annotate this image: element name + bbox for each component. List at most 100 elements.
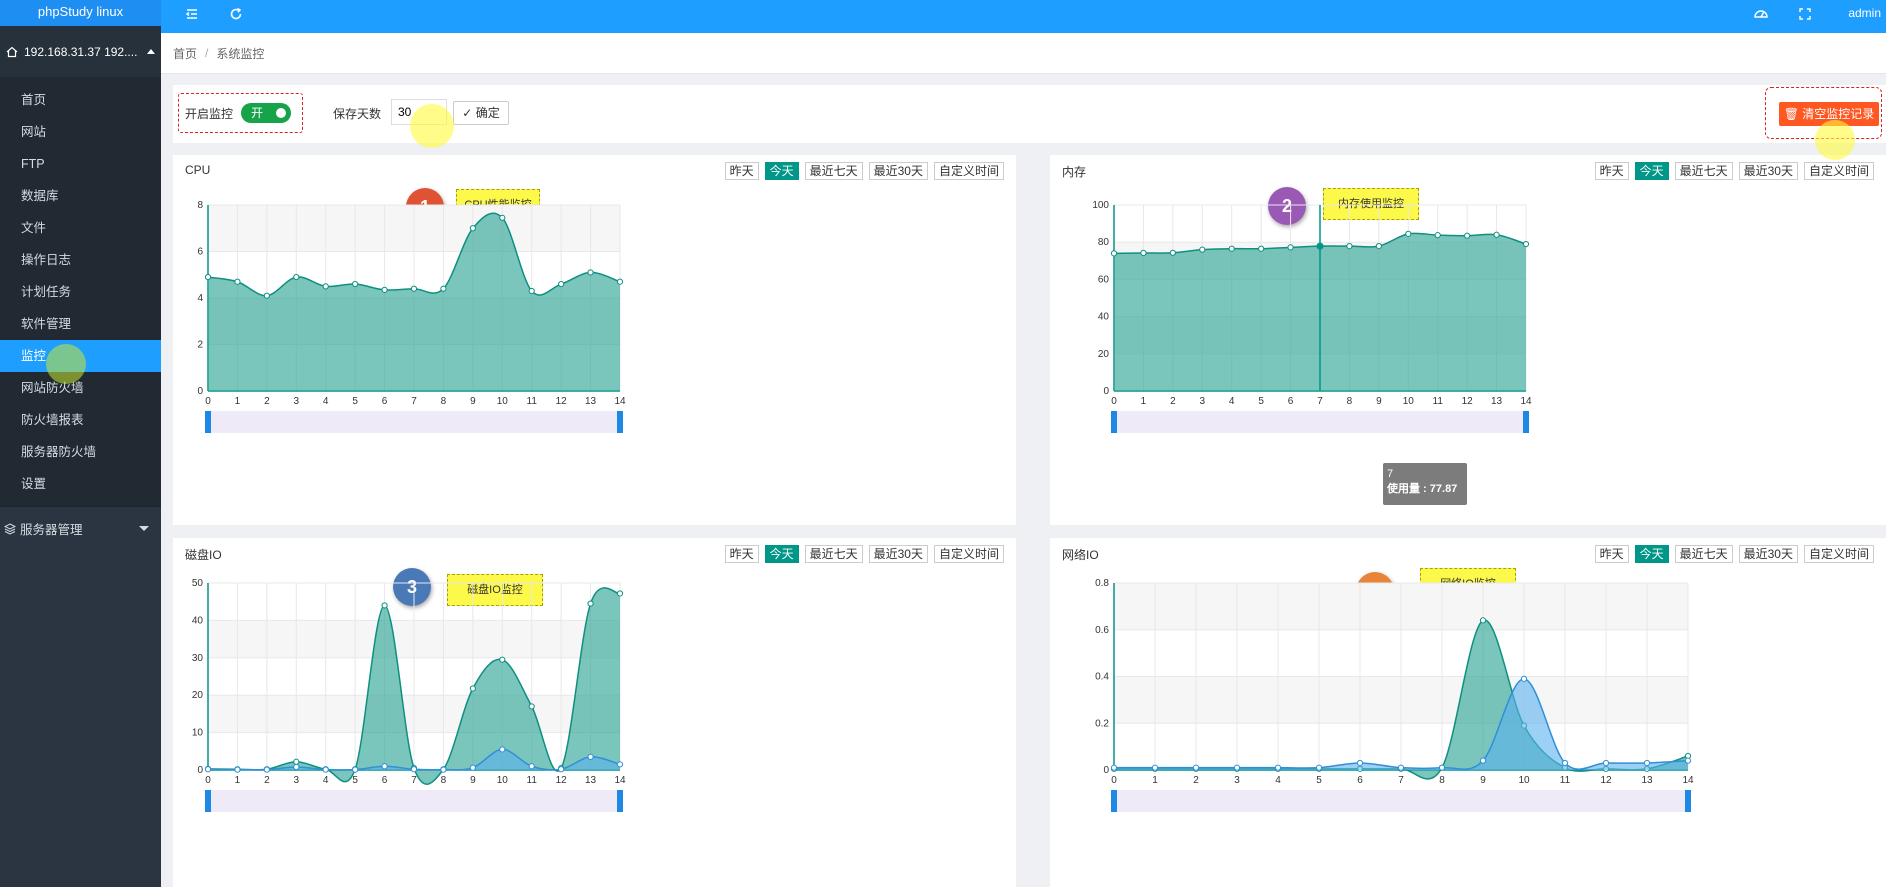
data-point — [1287, 244, 1294, 251]
x-tick-label: 1 — [1152, 775, 1158, 786]
range-custom[interactable]: 自定义时间 — [1803, 545, 1874, 563]
x-tick-label: 3 — [1200, 396, 1206, 407]
refresh-icon[interactable] — [228, 6, 244, 22]
nav-item-files[interactable]: 文件 — [21, 221, 47, 235]
data-point — [1479, 757, 1487, 764]
data-point — [1434, 232, 1441, 239]
x-tick-label: 0 — [205, 775, 211, 786]
dashboard-icon[interactable] — [1753, 6, 1769, 22]
y-tick-label: 20 — [192, 690, 204, 701]
nav-item-settings[interactable]: 设置 — [21, 477, 47, 491]
y-tick-label: 60 — [1098, 274, 1110, 285]
click-highlight — [46, 344, 86, 384]
nav-item-oplog[interactable]: 操作日志 — [21, 253, 72, 267]
nav-item-waf[interactable]: 网站防火墙 — [21, 381, 84, 395]
range-today[interactable]: 今天 — [1634, 162, 1669, 180]
x-tick-label: 2 — [1193, 775, 1199, 786]
zoom-handle-left — [1111, 790, 1117, 812]
range-yesterday[interactable]: 昨天 — [1594, 545, 1629, 563]
x-tick-label: 8 — [441, 775, 447, 786]
menu-fold-icon[interactable] — [184, 6, 200, 22]
range-30days[interactable]: 最近30天 — [868, 545, 928, 563]
range-30days[interactable]: 最近30天 — [868, 162, 928, 180]
x-tick-label: 14 — [1520, 396, 1532, 407]
y-tick-label: 10 — [192, 728, 204, 739]
y-tick-label: 80 — [1098, 237, 1110, 248]
chart-tooltip: 7 使用量 : 77.87 — [1383, 463, 1467, 505]
user-menu[interactable]: admin — [1848, 6, 1881, 20]
nav-item-software[interactable]: 软件管理 — [21, 317, 72, 331]
range-30days[interactable]: 最近30天 — [1738, 162, 1798, 180]
range-today[interactable]: 今天 — [1634, 545, 1669, 563]
zoom-handle-right — [617, 411, 623, 433]
range-selector: 昨天 今天 最近七天 最近30天 自定义时间 — [724, 162, 1004, 180]
range-7days[interactable]: 最近七天 — [1674, 162, 1733, 180]
data-point — [1375, 243, 1382, 250]
x-tick-label: 6 — [382, 775, 388, 786]
y-tick-label: 4 — [197, 293, 203, 304]
range-custom[interactable]: 自定义时间 — [933, 545, 1004, 563]
group-server-manage[interactable]: 服务器管理 — [0, 506, 161, 550]
x-tick-label: 12 — [556, 775, 568, 786]
data-point — [204, 766, 212, 773]
data-point — [381, 763, 388, 770]
fullscreen-icon[interactable] — [1797, 6, 1813, 22]
caret-down-icon — [139, 526, 149, 531]
series-area — [208, 213, 620, 391]
network-io-panel: 网络IO 昨天 今天 最近七天 最近30天 自定义时间 4 网络IO监控 00.… — [1050, 538, 1886, 887]
panel-title: 内存 — [1062, 165, 1087, 179]
confirm-button[interactable]: ✓ 确定 — [453, 101, 509, 125]
data-point — [322, 766, 329, 773]
zoom-slider-track — [205, 790, 623, 812]
nav-item-ftp[interactable]: FTP — [21, 157, 45, 171]
x-tick-label: 10 — [1403, 396, 1415, 407]
nav-item-database[interactable]: 数据库 — [21, 189, 59, 203]
nav-item-waf-report[interactable]: 防火墙报表 — [21, 413, 84, 427]
x-tick-label: 5 — [352, 775, 358, 786]
range-7days[interactable]: 最近七天 — [1674, 545, 1733, 563]
data-point — [1274, 764, 1282, 771]
x-tick-label: 5 — [352, 396, 358, 407]
range-yesterday[interactable]: 昨天 — [724, 162, 759, 180]
data-point — [440, 285, 447, 292]
range-7days[interactable]: 最近七天 — [804, 545, 863, 563]
data-point — [234, 766, 241, 773]
range-7days[interactable]: 最近七天 — [804, 162, 863, 180]
range-custom[interactable]: 自定义时间 — [1803, 162, 1874, 180]
y-tick-label: 0.2 — [1095, 718, 1109, 729]
x-tick-label: 12 — [1600, 775, 1612, 786]
range-yesterday[interactable]: 昨天 — [724, 545, 759, 563]
zoom-slider-track — [1111, 790, 1691, 812]
zoom-handle-right — [1685, 790, 1691, 812]
nav-item-website[interactable]: 网站 — [21, 125, 47, 139]
data-point — [528, 763, 535, 770]
tooltip-x: 7 — [1387, 468, 1394, 480]
range-custom[interactable]: 自定义时间 — [933, 162, 1004, 180]
range-today[interactable]: 今天 — [764, 545, 799, 563]
data-point — [499, 214, 506, 221]
x-tick-label: 12 — [556, 396, 568, 407]
nav-item-cron[interactable]: 计划任务 — [21, 285, 72, 299]
nav-item-home[interactable]: 首页 — [21, 93, 47, 107]
x-tick-label: 2 — [264, 775, 270, 786]
nav-item-server-firewall[interactable]: 服务器防火墙 — [21, 445, 97, 459]
server-selector[interactable]: 192.168.31.37 192.... — [0, 26, 161, 78]
breadcrumb-home[interactable]: 首页 — [173, 46, 198, 61]
y-tick-label: 0 — [1103, 386, 1109, 397]
click-highlight — [1815, 120, 1855, 160]
monitor-toggle-group: 开启监控 开 — [178, 93, 303, 133]
data-point — [1228, 245, 1235, 252]
range-30days[interactable]: 最近30天 — [1738, 545, 1798, 563]
zoom-handle-left — [1111, 411, 1117, 433]
nav-menu: 首页 网站 FTP 数据库 文件 操作日志 计划任务 软件管理 监控 网站防火墙… — [0, 78, 161, 506]
x-tick-label: 11 — [1560, 775, 1571, 786]
range-yesterday[interactable]: 昨天 — [1594, 162, 1629, 180]
home-icon — [6, 46, 18, 57]
range-today[interactable]: 今天 — [764, 162, 799, 180]
monitor-switch[interactable]: 开 — [241, 103, 292, 123]
data-point — [1479, 617, 1487, 624]
trash-icon: 🗑 — [1783, 107, 1799, 121]
zoom-slider-track — [1111, 411, 1529, 433]
data-point — [1520, 675, 1528, 682]
